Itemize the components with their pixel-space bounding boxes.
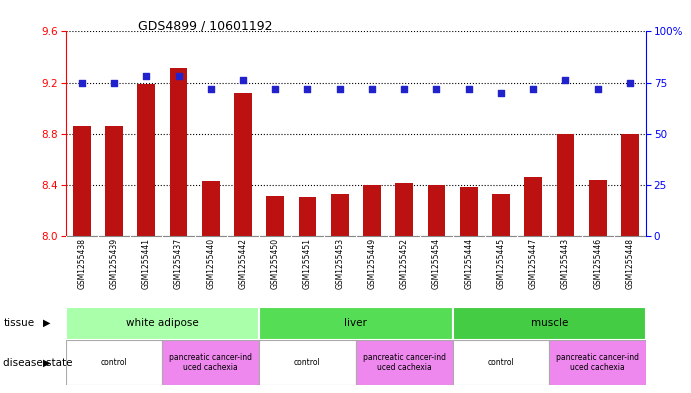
Point [141,73,152,79]
Bar [356,340,453,385]
Point [269,86,281,92]
Text: muscle: muscle [531,318,568,328]
Bar [549,340,646,385]
Text: GSM1255445: GSM1255445 [496,238,506,289]
Bar [66,340,162,385]
Point [431,86,442,92]
Text: GSM1255441: GSM1255441 [142,238,151,289]
Text: control: control [101,358,127,367]
Bar [299,197,316,236]
Bar [138,84,155,236]
Text: pancreatic cancer-ind
uced cachexia: pancreatic cancer-ind uced cachexia [169,353,252,372]
Point [463,86,474,92]
Bar [259,340,356,385]
Bar [105,126,123,236]
Bar [259,307,453,340]
Text: GSM1255443: GSM1255443 [561,238,570,289]
Bar [331,194,348,236]
Point [205,86,216,92]
Point [334,86,346,92]
Text: GSM1255450: GSM1255450 [271,238,280,289]
Text: tissue: tissue [3,318,35,328]
Bar [556,134,574,236]
Text: GSM1255452: GSM1255452 [399,238,409,289]
Bar [202,181,220,236]
Text: pancreatic cancer-ind
uced cachexia: pancreatic cancer-ind uced cachexia [556,353,639,372]
Text: ▶: ▶ [44,318,50,328]
Bar [589,180,607,236]
Text: GSM1255448: GSM1255448 [625,238,634,289]
Bar [428,185,445,236]
Text: white adipose: white adipose [126,318,199,328]
Text: GSM1255440: GSM1255440 [206,238,216,289]
Point [528,86,539,92]
Bar [363,185,381,236]
Point [238,77,249,84]
Bar [621,134,638,236]
Text: GSM1255442: GSM1255442 [238,238,247,289]
Text: GSM1255439: GSM1255439 [109,238,119,289]
Point [366,86,377,92]
Point [592,86,603,92]
Point [560,77,571,84]
Bar [169,68,187,236]
Text: GSM1255454: GSM1255454 [432,238,441,289]
Text: GSM1255446: GSM1255446 [593,238,603,289]
Text: GSM1255453: GSM1255453 [335,238,344,289]
Bar [66,307,259,340]
Text: disease state: disease state [3,358,73,367]
Text: GSM1255451: GSM1255451 [303,238,312,289]
Text: ▶: ▶ [44,358,50,367]
Point [625,79,636,86]
Bar [492,194,510,236]
Point [302,86,313,92]
Text: GSM1255444: GSM1255444 [464,238,473,289]
Text: GSM1255447: GSM1255447 [529,238,538,289]
Point [173,73,184,79]
Bar [453,340,549,385]
Bar [73,126,91,236]
Bar [453,307,646,340]
Text: GSM1255438: GSM1255438 [77,238,86,289]
Text: GDS4899 / 10601192: GDS4899 / 10601192 [138,20,273,33]
Text: GSM1255437: GSM1255437 [174,238,183,289]
Text: pancreatic cancer-ind
uced cachexia: pancreatic cancer-ind uced cachexia [363,353,446,372]
Bar [234,93,252,236]
Point [495,90,507,96]
Bar [162,340,259,385]
Point [399,86,410,92]
Point [76,79,87,86]
Text: control: control [294,358,321,367]
Point [108,79,120,86]
Bar [524,177,542,236]
Bar [266,196,284,236]
Text: GSM1255449: GSM1255449 [368,238,377,289]
Text: liver: liver [344,318,368,328]
Bar [460,187,477,236]
Text: control: control [488,358,514,367]
Bar [395,184,413,236]
